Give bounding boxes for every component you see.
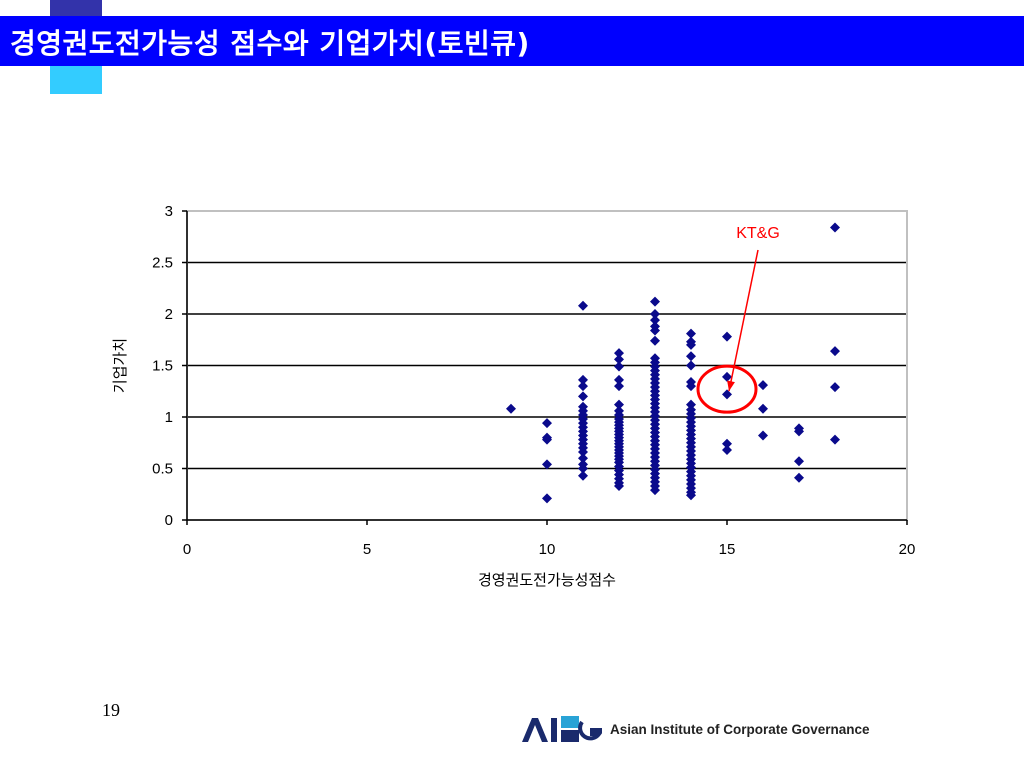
data-point xyxy=(686,399,696,410)
y-tick-label: 1 xyxy=(165,409,173,426)
y-tick-label: 3 xyxy=(165,203,173,220)
data-point xyxy=(614,481,624,492)
data-point xyxy=(758,380,768,391)
data-point xyxy=(542,418,552,429)
x-tick-label: 0 xyxy=(183,541,191,558)
x-tick-label: 15 xyxy=(719,541,736,558)
data-point xyxy=(686,381,696,392)
x-axis-label: 경영권도전가능성점수 xyxy=(478,571,616,589)
data-point xyxy=(578,381,588,392)
data-point xyxy=(686,351,696,362)
data-point xyxy=(506,403,516,414)
data-point xyxy=(722,331,732,342)
data-point xyxy=(758,430,768,441)
y-tick-label: 0 xyxy=(165,512,173,529)
data-point xyxy=(722,438,732,449)
data-point xyxy=(722,371,732,382)
title-bar: 경영권도전가능성 점수와 기업가치(토빈큐) xyxy=(0,16,1024,66)
x-tick-label: 20 xyxy=(899,541,916,558)
y-tick-label: 0.5 xyxy=(152,461,173,478)
data-point xyxy=(794,426,804,437)
data-point xyxy=(650,335,660,346)
data-point xyxy=(542,493,552,504)
data-point xyxy=(614,361,624,372)
y-tick-labels: 0 0.5 1 1.5 2 2.5 3 xyxy=(152,203,173,529)
data-point xyxy=(686,339,696,350)
aicg-logo: Asian Institute of Corporate Governance xyxy=(522,714,870,744)
data-point xyxy=(830,346,840,357)
annotation-label: KT&G xyxy=(736,225,780,242)
data-point xyxy=(794,456,804,467)
data-point xyxy=(686,360,696,371)
axes xyxy=(182,210,908,525)
data-point xyxy=(614,399,624,410)
y-tick-label: 2 xyxy=(165,306,173,323)
data-point xyxy=(542,434,552,445)
data-point xyxy=(578,300,588,311)
x-tick-labels: 0 5 10 15 20 xyxy=(183,541,916,558)
data-point xyxy=(614,348,624,359)
y-tick-label: 1.5 xyxy=(152,358,173,375)
data-point xyxy=(794,472,804,483)
slide-title: 경영권도전가능성 점수와 기업가치(토빈큐) xyxy=(10,27,530,60)
x-tick-label: 5 xyxy=(363,541,371,558)
annotation-circle xyxy=(696,364,758,414)
data-point xyxy=(722,389,732,400)
data-point xyxy=(578,453,588,464)
data-point xyxy=(650,325,660,336)
title-decoration-top xyxy=(50,0,102,16)
data-point xyxy=(578,374,588,385)
title-decoration-bottom xyxy=(50,66,102,94)
data-point xyxy=(650,315,660,326)
kt-g-annotation: KT&G xyxy=(696,225,780,414)
data-point xyxy=(614,374,624,385)
data-point xyxy=(578,470,588,481)
data-point xyxy=(578,463,588,474)
data-points xyxy=(506,222,840,504)
data-point xyxy=(686,490,696,501)
data-point xyxy=(578,391,588,402)
page-number: 19 xyxy=(102,700,120,720)
data-point xyxy=(830,434,840,445)
data-point xyxy=(542,459,552,470)
data-point xyxy=(830,382,840,393)
data-point xyxy=(614,354,624,365)
data-point xyxy=(830,222,840,233)
data-point xyxy=(578,447,588,458)
data-point xyxy=(650,485,660,496)
data-point xyxy=(650,309,660,319)
annotation-arrowhead xyxy=(727,380,735,392)
data-point xyxy=(686,328,696,339)
y-tick-label: 2.5 xyxy=(152,255,173,272)
aicg-logo-mark xyxy=(522,716,602,742)
y-axis-label: 기업가치 xyxy=(111,338,129,393)
data-point xyxy=(722,444,732,455)
data-point xyxy=(614,381,624,392)
annotation-arrow xyxy=(728,249,759,392)
data-point xyxy=(758,403,768,414)
data-point xyxy=(650,296,660,307)
x-tick-label: 10 xyxy=(539,541,556,558)
logo-text: Asian Institute of Corporate Governance xyxy=(610,721,870,737)
